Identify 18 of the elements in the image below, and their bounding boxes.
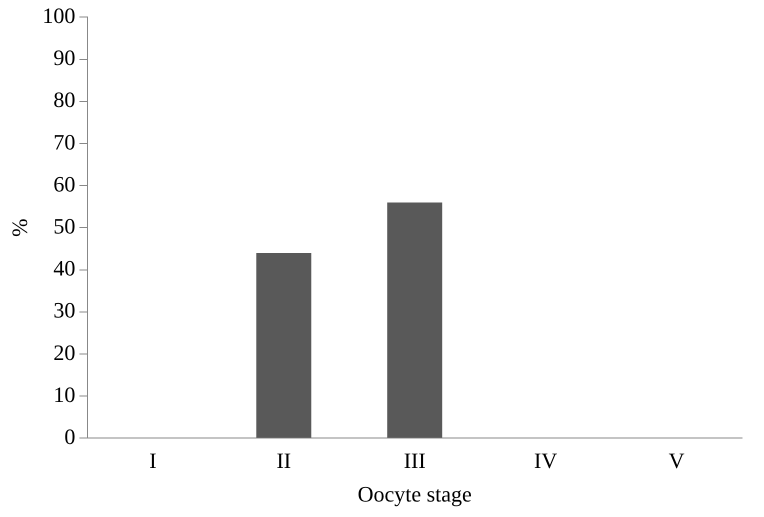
y-tick-label: 10 — [53, 382, 76, 407]
y-tick-label: 30 — [53, 298, 76, 323]
y-tick-label: 50 — [53, 213, 76, 238]
y-tick-label: 40 — [53, 256, 76, 281]
x-axis-title: Oocyte stage — [358, 482, 472, 507]
y-tick-label: 80 — [53, 87, 76, 112]
y-tick-label: 90 — [53, 45, 76, 70]
y-tick-label: 100 — [42, 2, 76, 28]
y-tick-label: 60 — [53, 171, 76, 196]
x-tick-label: III — [404, 448, 426, 474]
y-tick-label: 70 — [53, 129, 76, 154]
x-tick-label: V — [668, 448, 685, 474]
x-tick-label: I — [149, 448, 157, 474]
y-axis-title: % — [6, 218, 32, 237]
x-tick-label: IV — [534, 448, 558, 474]
y-tick-label: 20 — [53, 340, 76, 365]
y-tick-label: 0 — [64, 424, 76, 449]
x-tick-label: II — [276, 448, 292, 474]
